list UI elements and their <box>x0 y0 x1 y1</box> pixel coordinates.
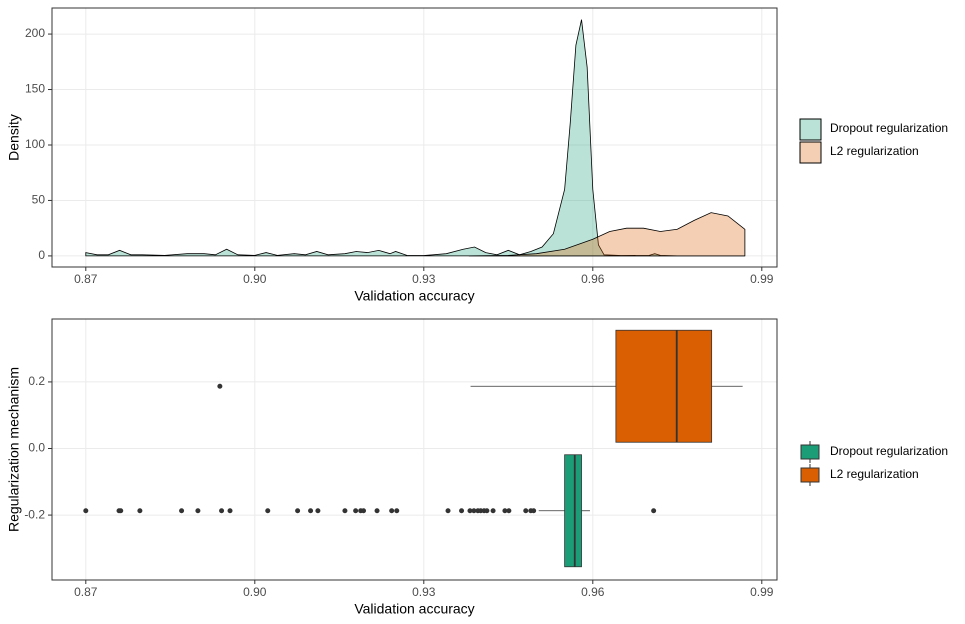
x-tick-label: 0.90 <box>243 272 267 286</box>
outlier <box>295 508 301 514</box>
outlier <box>83 508 89 514</box>
legend-label: Dropout regularization <box>830 444 948 458</box>
box <box>615 329 713 443</box>
legend-key <box>800 467 820 483</box>
x-tick-label: 0.93 <box>412 585 436 599</box>
outlier <box>217 383 223 389</box>
outlier <box>361 508 367 514</box>
outlier <box>118 508 124 514</box>
outlier <box>308 508 314 514</box>
outlier <box>394 508 400 514</box>
x-tick-label: 0.99 <box>750 272 774 286</box>
outlier <box>502 508 508 514</box>
outlier <box>531 508 537 514</box>
y-tick-label: 0.0 <box>28 441 45 455</box>
y-tick-label: -0.2 <box>24 507 45 521</box>
outlier <box>651 508 657 514</box>
outlier <box>471 508 477 514</box>
outlier <box>179 508 185 514</box>
outlier <box>219 508 225 514</box>
density-area <box>85 19 745 257</box>
legend-key <box>799 141 822 164</box>
outlier <box>467 508 473 514</box>
outlier <box>459 508 465 514</box>
legend: Dropout regularization L2 regularization <box>800 441 948 486</box>
y-tick-label: 200 <box>25 26 45 40</box>
x-tick-label: 0.87 <box>74 272 98 286</box>
x-tick-label: 0.96 <box>581 585 605 599</box>
plot-background <box>52 8 777 267</box>
legend-label: L2 regularization <box>830 467 919 481</box>
outlier <box>315 508 321 514</box>
y-axis-title: Regularization mechanism <box>6 367 22 532</box>
box <box>564 454 582 568</box>
density-area <box>468 212 746 257</box>
x-tick-label: 0.93 <box>412 272 436 286</box>
y-tick-label: 50 <box>32 193 46 207</box>
plot-border <box>51 7 778 268</box>
legend-label: L2 regularization <box>830 144 919 158</box>
outlier <box>227 508 233 514</box>
outlier <box>490 508 496 514</box>
x-axis-title: Validation accuracy <box>354 288 474 304</box>
panel: 0.87 0.90 0.93 0.96 0.99 0 50 100 150 200 Validati… <box>6 7 948 304</box>
outlier <box>484 508 490 514</box>
legend-key <box>799 118 822 141</box>
outlier <box>523 508 529 514</box>
x-tick-label: 0.90 <box>243 585 267 599</box>
outlier <box>353 508 359 514</box>
outlier <box>195 508 201 514</box>
legend-key <box>800 444 820 460</box>
panel: 0.87 0.90 0.93 0.96 0.99 -0.2 0.0 0.2 Validation… <box>6 318 948 617</box>
x-tick-label: 0.96 <box>581 272 605 286</box>
x-tick-label: 0.87 <box>74 585 98 599</box>
x-tick-label: 0.99 <box>750 585 774 599</box>
outlier <box>389 508 395 514</box>
plot-border <box>51 318 778 581</box>
outlier <box>374 508 380 514</box>
y-tick-label: 100 <box>25 137 45 151</box>
y-tick-label: 0.2 <box>28 374 45 388</box>
outlier <box>137 508 143 514</box>
outlier <box>506 508 512 514</box>
x-axis-title: Validation accuracy <box>354 601 474 617</box>
y-axis-title: Density <box>6 114 22 161</box>
legend: Dropout regularization L2 regularization <box>799 118 948 164</box>
outlier <box>342 508 348 514</box>
legend-label: Dropout regularization <box>830 121 948 135</box>
y-tick-label: 150 <box>25 82 45 96</box>
outlier <box>445 508 451 514</box>
outlier <box>265 508 271 514</box>
y-tick-label: 0 <box>38 248 45 262</box>
